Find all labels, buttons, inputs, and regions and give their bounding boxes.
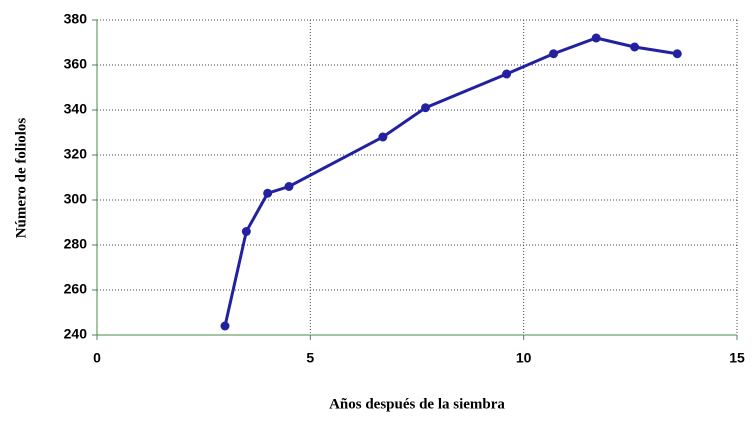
data-point (421, 103, 431, 113)
data-point (630, 42, 640, 52)
x-tick-label: 10 (516, 350, 532, 366)
y-tick-label: 280 (64, 236, 88, 252)
x-tick-label: 5 (306, 350, 314, 366)
data-point (220, 321, 230, 331)
y-tick-label: 380 (64, 11, 88, 27)
y-tick-label: 360 (64, 56, 88, 72)
y-tick-label: 340 (64, 101, 88, 117)
data-point (502, 69, 512, 79)
x-axis-label: Años después de la siembra (329, 396, 505, 412)
data-point (378, 132, 388, 142)
data-point (263, 188, 273, 198)
y-tick-label: 320 (64, 146, 88, 162)
y-axis-label: Número de foliolos (13, 118, 29, 239)
x-tick-label: 15 (729, 350, 745, 366)
data-point (549, 49, 559, 59)
data-point (241, 227, 251, 236)
data-point (672, 49, 682, 59)
y-tick-label: 240 (64, 326, 88, 342)
y-tick-label: 260 (64, 281, 88, 297)
data-point (591, 33, 601, 43)
x-tick-label: 0 (93, 350, 101, 366)
data-line (223, 36, 678, 327)
data-point (284, 182, 294, 191)
y-tick-label: 300 (64, 191, 88, 207)
